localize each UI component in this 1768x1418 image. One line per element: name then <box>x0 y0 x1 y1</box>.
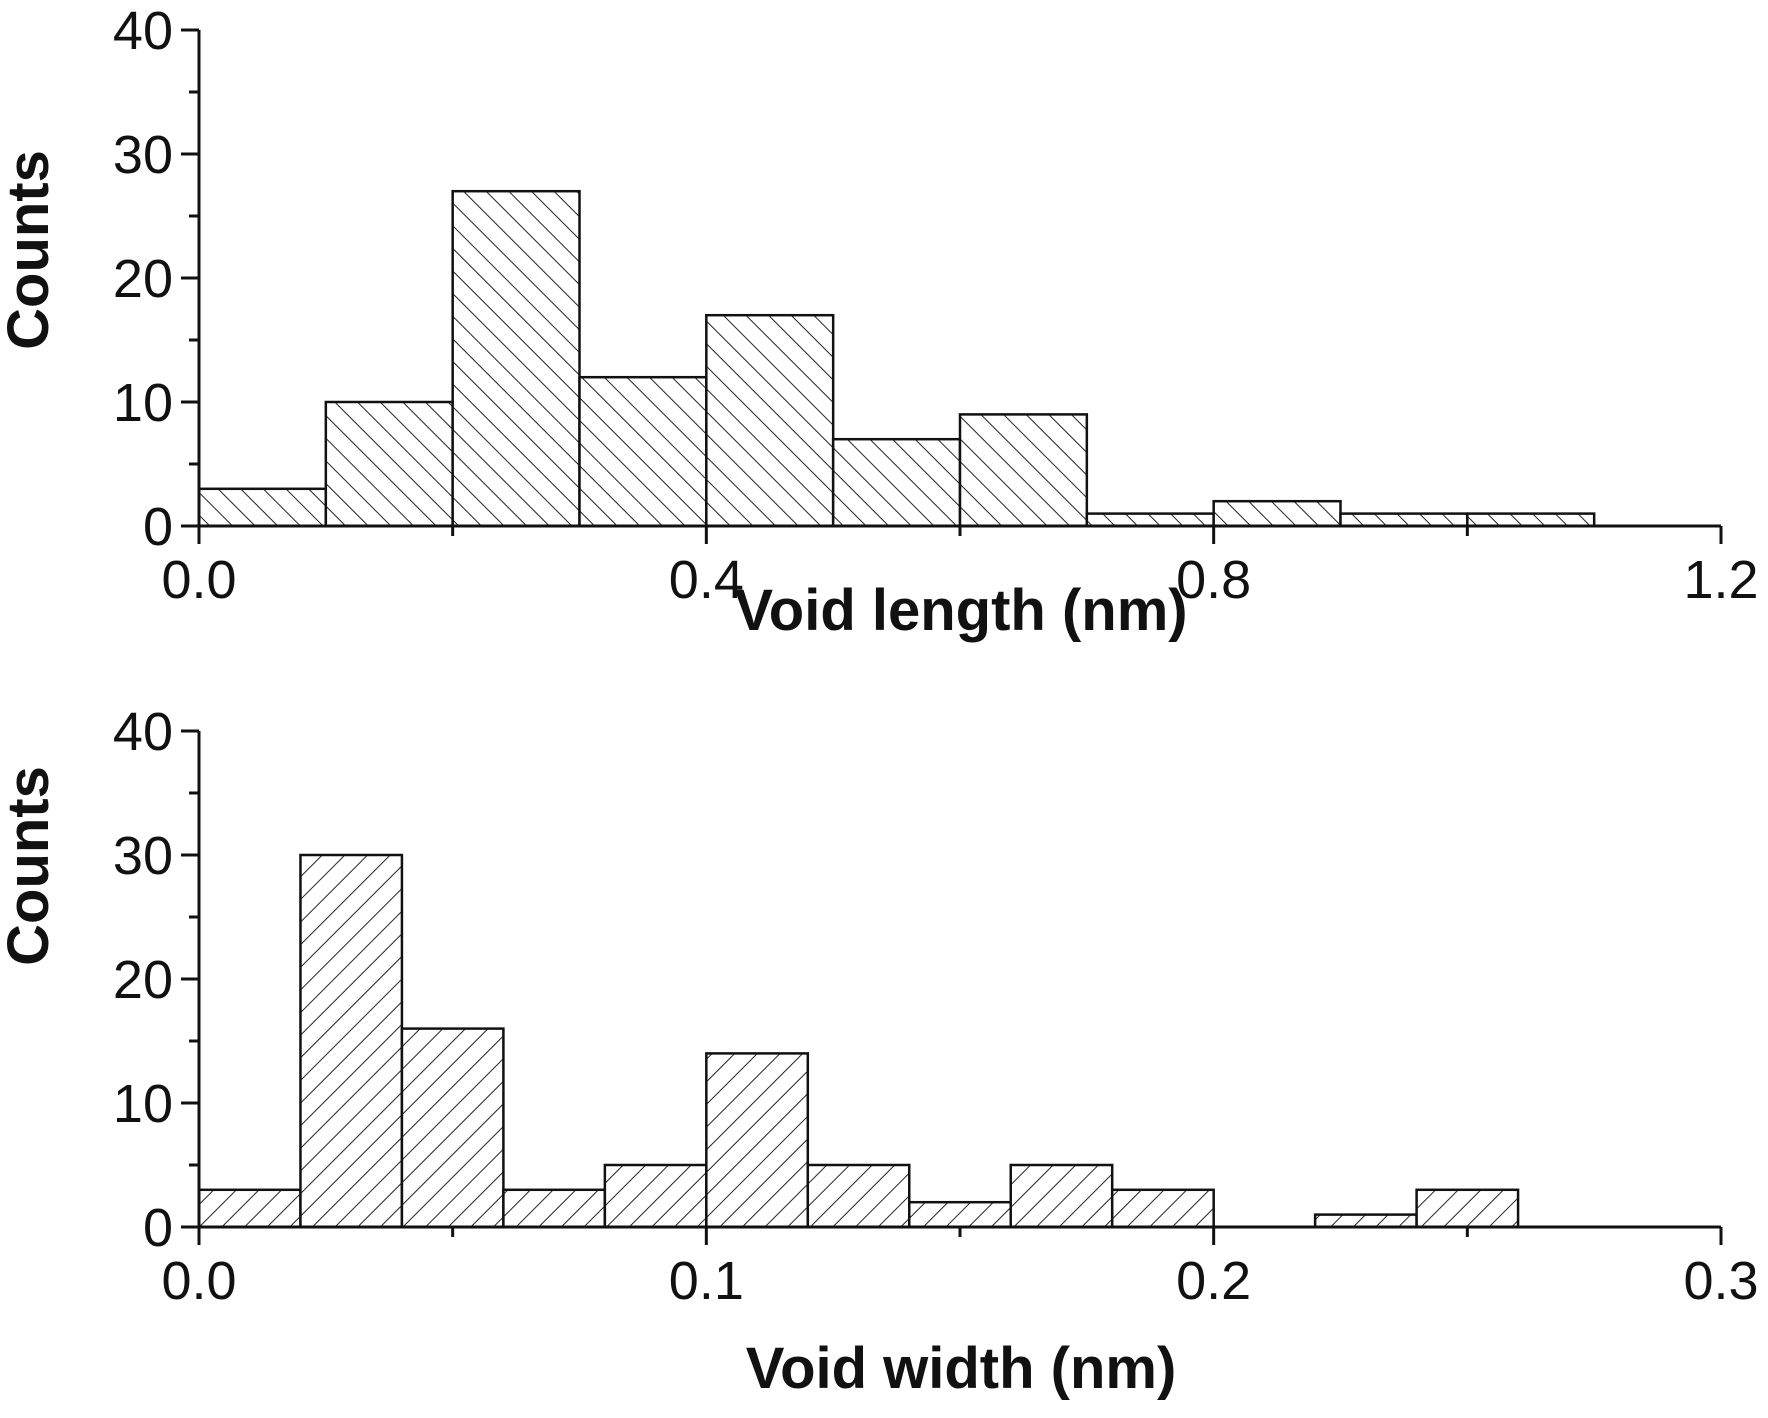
y-tick-label: 20 <box>113 950 173 1010</box>
void-length-histogram: 0.0 0.4 0.8 1.2 0 10 20 30 40 Void length (nm) C… <box>0 1 1759 643</box>
x-tick-label: 1.2 <box>1683 550 1758 610</box>
ticks <box>181 28 1723 544</box>
x-tick-label: 0.1 <box>669 1251 744 1311</box>
histogram-bar <box>451 189 581 528</box>
bars <box>197 189 1596 528</box>
histogram-bar <box>1110 1188 1215 1229</box>
histogram-bar <box>603 1163 708 1229</box>
axes <box>197 30 1721 528</box>
y-tick-label: 10 <box>113 373 173 433</box>
histogram-bar <box>299 853 404 1229</box>
histogram-bar <box>578 375 708 528</box>
y-tick-label: 40 <box>113 1 173 61</box>
histogram-bar <box>831 437 962 528</box>
y-tick-label: 40 <box>113 702 173 762</box>
ticks <box>181 729 1723 1245</box>
x-axis-title: Void length (nm) <box>734 578 1187 643</box>
y-tick-label: 20 <box>113 249 173 309</box>
histogram-bar <box>1415 1188 1520 1229</box>
histogram-bar <box>705 1052 810 1229</box>
void-width-histogram: 0.0 0.1 0.2 0.3 0 10 20 30 40 Void width (nm) Co… <box>0 702 1759 1401</box>
x-tick-label: 0.3 <box>1683 1251 1758 1311</box>
tick-labels: 0.0 0.4 0.8 1.2 0 10 20 30 40 <box>113 1 1759 610</box>
x-tick-label: 0.2 <box>1176 1251 1251 1311</box>
histogram-bar <box>908 1200 1012 1229</box>
x-axis-title: Void width (nm) <box>746 1336 1177 1401</box>
y-tick-label: 10 <box>113 1074 173 1134</box>
histogram-bar <box>324 400 454 528</box>
x-tick-label: 0.8 <box>1176 550 1251 610</box>
histogram-bar <box>1212 499 1342 528</box>
histogram-bar <box>806 1163 911 1229</box>
histogram-bar <box>502 1188 607 1229</box>
histogram-bar <box>1313 1213 1418 1229</box>
bars <box>197 853 1520 1229</box>
axes <box>197 731 1721 1229</box>
y-axis-title: Counts <box>0 150 61 350</box>
x-tick-label: 0.0 <box>161 550 236 610</box>
histogram-bar <box>705 313 835 528</box>
tick-labels: 0.0 0.1 0.2 0.3 0 10 20 30 40 <box>113 702 1759 1311</box>
histogram-bar <box>400 1027 505 1229</box>
x-tick-label: 0.4 <box>669 550 744 610</box>
y-tick-label: 0 <box>143 1198 173 1258</box>
histogram-bar <box>1085 512 1215 528</box>
histogram-bar <box>197 1188 302 1229</box>
x-tick-label: 0.0 <box>161 1251 236 1311</box>
histogram-bar <box>197 487 328 528</box>
histogram-bar <box>958 413 1089 528</box>
y-tick-label: 0 <box>143 497 173 557</box>
y-tick-label: 30 <box>113 125 173 185</box>
y-axis-title: Counts <box>0 766 61 966</box>
histogram-bar <box>1339 512 1469 528</box>
y-tick-label: 30 <box>113 826 173 886</box>
histogram-bar <box>1009 1163 1114 1229</box>
histogram-bar <box>1466 512 1596 528</box>
